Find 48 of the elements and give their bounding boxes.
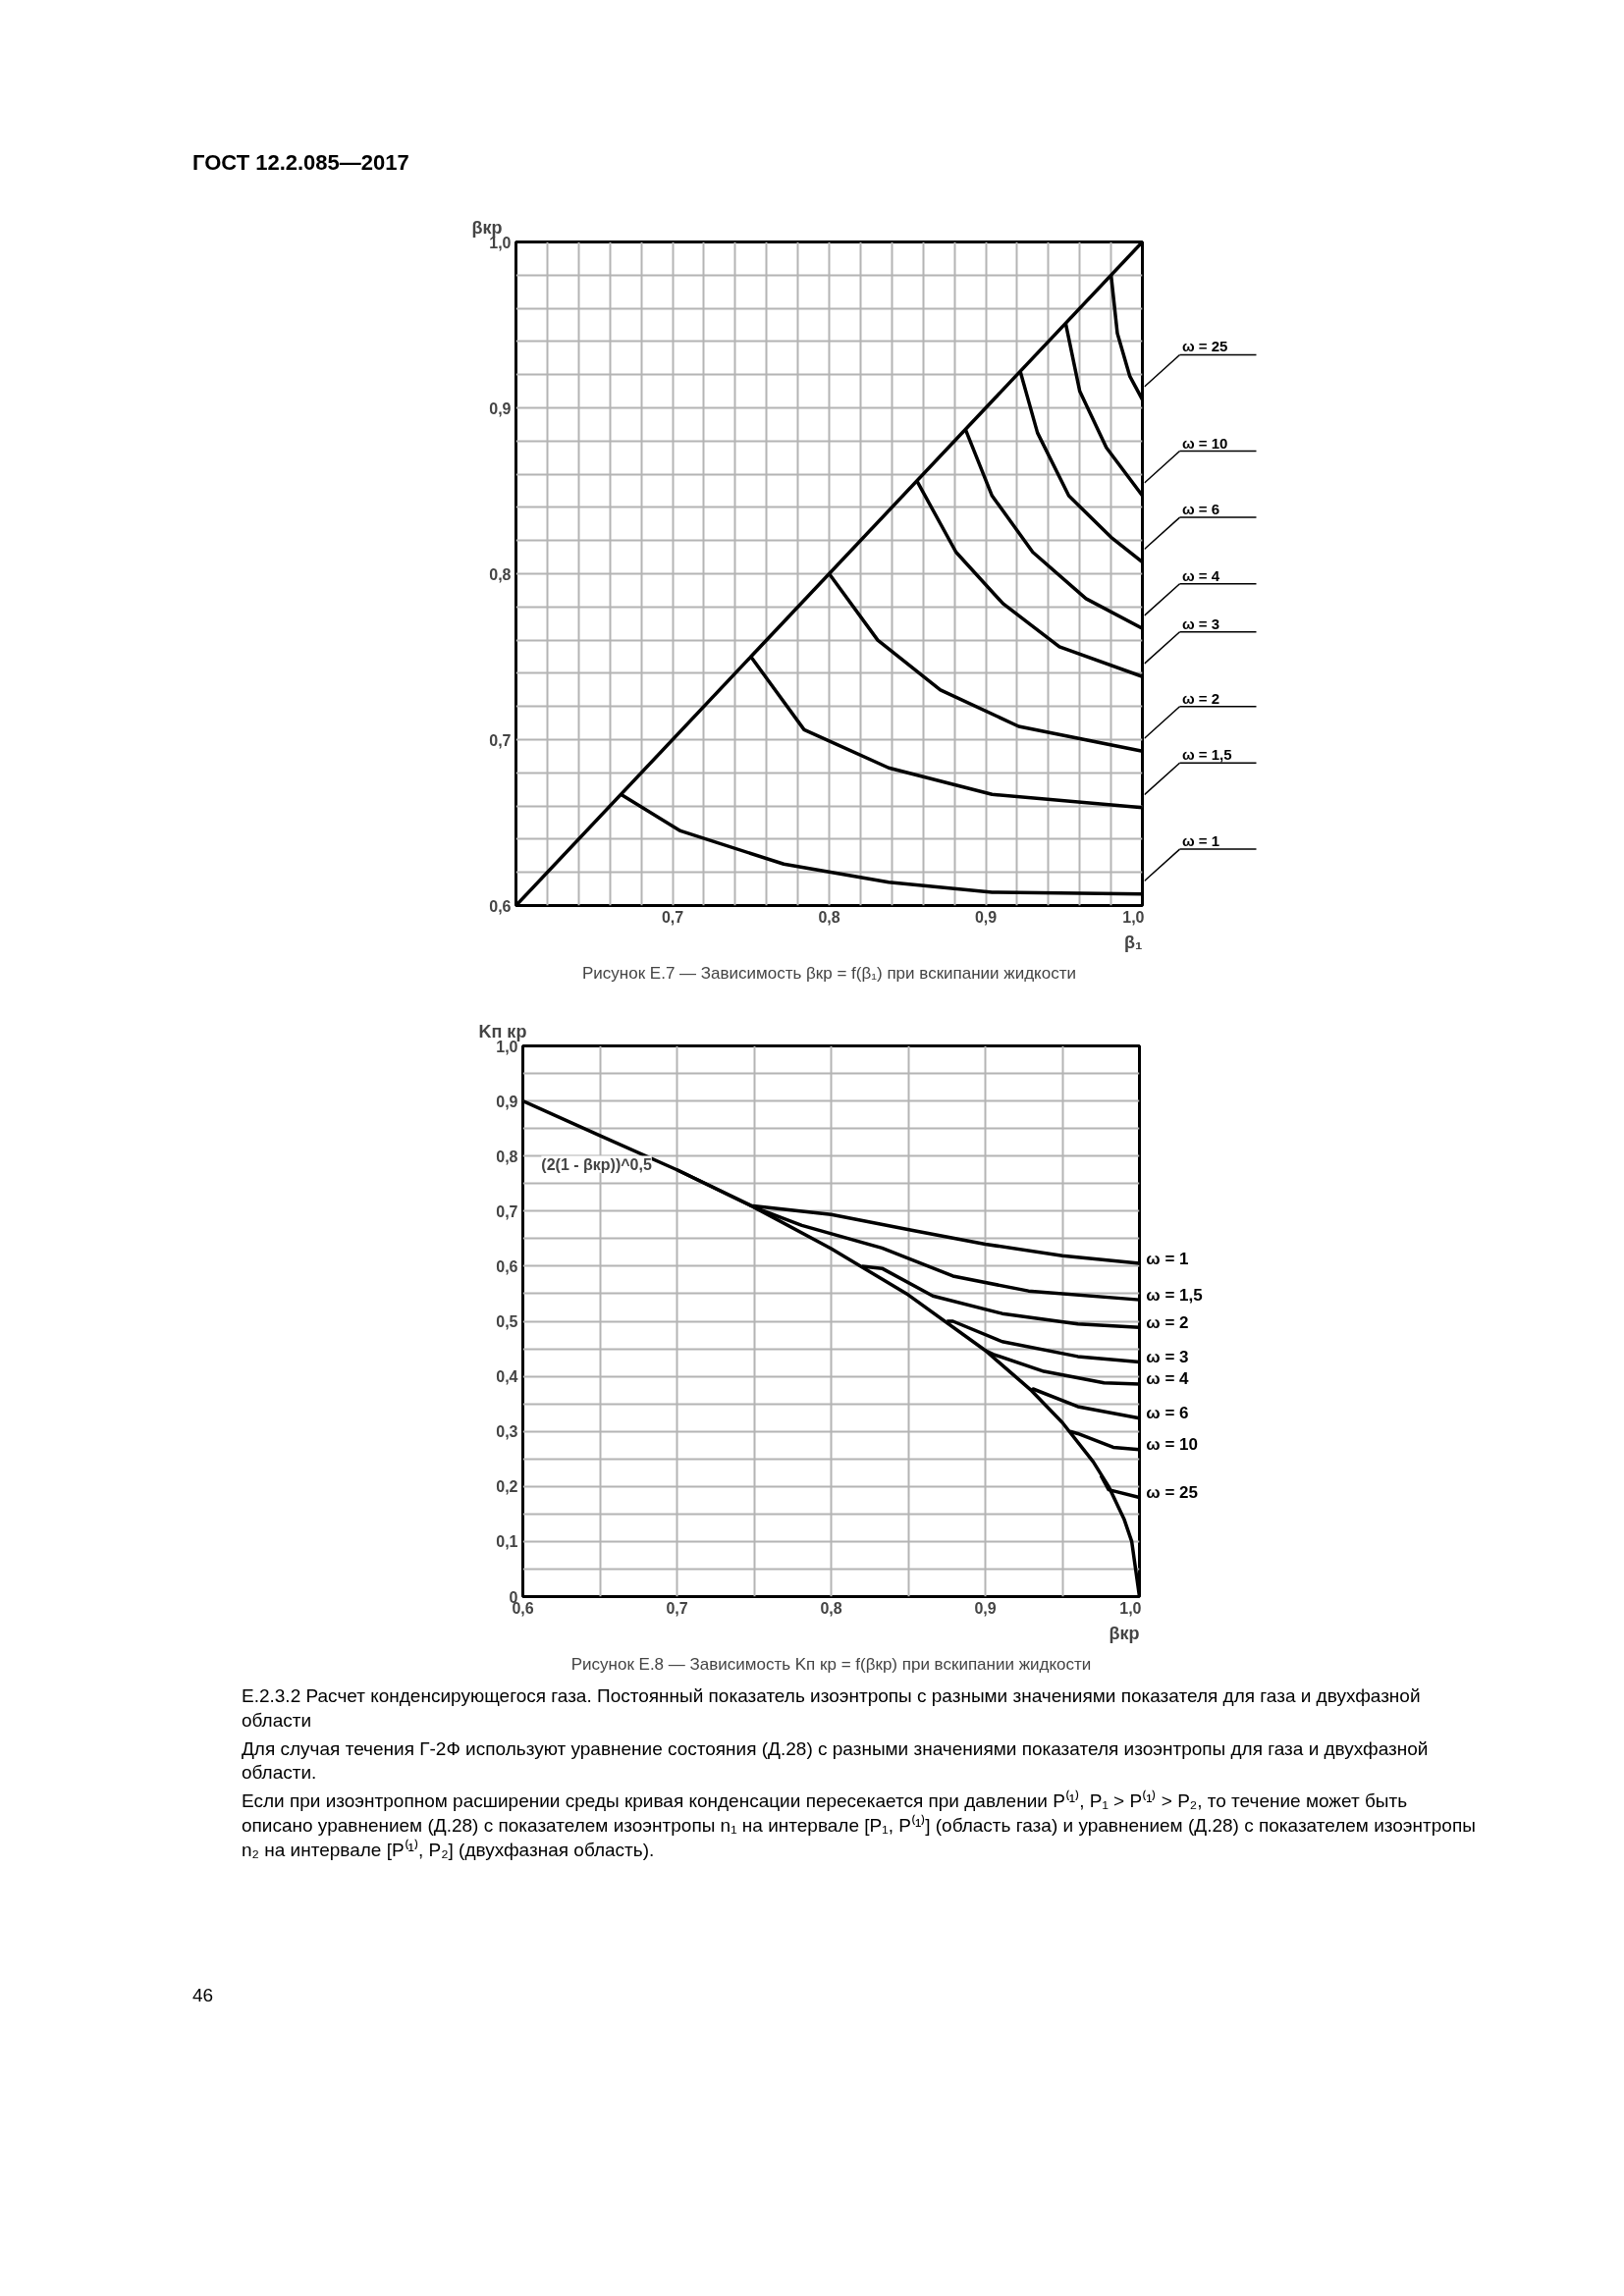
y-tick-label: 0,9 (489, 400, 512, 417)
x-tick-label: 0,7 (666, 1599, 688, 1617)
text: Рисунок Е.8 — Зависимость Kп кр = f(βкр) при вскипании жидкости (570, 1654, 1092, 1674)
y-tick-label: 0,5 (496, 1313, 518, 1331)
text: ω = 2 (1181, 690, 1220, 708)
x-axis-title: β₁ (1124, 932, 1143, 952)
text: ω = 3 (1181, 615, 1220, 633)
series-label: (2(1 - βкр))^0,5 (541, 1155, 652, 1173)
series-label: ω = 1 (1146, 1250, 1189, 1269)
y-tick-label: 0,7 (489, 731, 512, 749)
series-label: ω = 3 (1146, 1348, 1189, 1367)
series-label: ω = 10 (1146, 1435, 1198, 1455)
y-tick-label: 0,6 (489, 897, 512, 915)
text: ГОСТ 12.2.085—2017 (192, 149, 409, 177)
text: 46 (192, 1984, 214, 2008)
text: Если при изоэнтропном расширении среды кривая конденсации пересекается при давлении P⁽¹⁾, P₁ > P⁽¹⁾ > P₂, то течение может быть описано уравнением (Д.28) с показателем изоэнтропы n₁ на интервале [P₁, P⁽¹⁾] (область газа) и уравнением (Д.28) с показателем изоэнтропы n₂ на интервале [P⁽¹⁾, P₂] (двухфазная область). (242, 1789, 1477, 1862)
x-tick-label: 0,8 (818, 908, 840, 926)
x-tick-label: 1,0 (1119, 1599, 1142, 1617)
y-tick-label: 0,2 (496, 1478, 518, 1496)
text: Е.2.3.2 Расчет конденсирующегося газа. Постоянный показатель изоэнтропы с разными значениями показателя для газа и двухфазной области (242, 1684, 1422, 1734)
text: ω = 4 (1181, 567, 1220, 585)
text: ω = 25 (1181, 338, 1228, 355)
x-tick-label: 0,9 (974, 1599, 997, 1617)
y-tick-label: 0,8 (496, 1148, 518, 1166)
series-label: ω = 2 (1146, 1313, 1189, 1333)
y-tick-label: 0,3 (496, 1423, 518, 1441)
text: Для случая течения Г-2Ф используют уравнение состояния (Д.28) с разными значениями показателя изоэнтропы для газа и двухфазной области. (242, 1736, 1430, 1786)
text: ω = 10 (1181, 434, 1228, 452)
text: ω = 1,5 (1181, 746, 1232, 764)
x-axis-title: βкр (1109, 1623, 1140, 1643)
text: ω = 6 (1181, 501, 1220, 518)
y-axis-title: Kп кр (478, 1021, 527, 1041)
x-tick-label: 0,8 (820, 1599, 842, 1617)
series-label: ω = 25 (1146, 1483, 1198, 1503)
x-tick-label: 0,7 (661, 908, 684, 926)
series-label: ω = 6 (1146, 1404, 1189, 1423)
y-tick-label: 0,8 (489, 565, 512, 583)
text: Рисунок Е.7 — Зависимость βкр = f(β₁) при вскипании жидкости (582, 963, 1076, 983)
y-tick-label: 0,4 (496, 1368, 518, 1386)
y-tick-label: 0,9 (496, 1094, 518, 1111)
x-tick-label: 1,0 (1122, 908, 1145, 926)
series-label: ω = 4 (1146, 1369, 1190, 1389)
series-label: ω = 1,5 (1146, 1286, 1203, 1306)
y-tick-label: 0,6 (496, 1258, 518, 1276)
y-tick-label: 0,7 (496, 1203, 518, 1221)
x-tick-label: 0,9 (974, 908, 998, 926)
text: ω = 1 (1181, 832, 1220, 850)
y-tick-label: 0,1 (496, 1533, 518, 1551)
